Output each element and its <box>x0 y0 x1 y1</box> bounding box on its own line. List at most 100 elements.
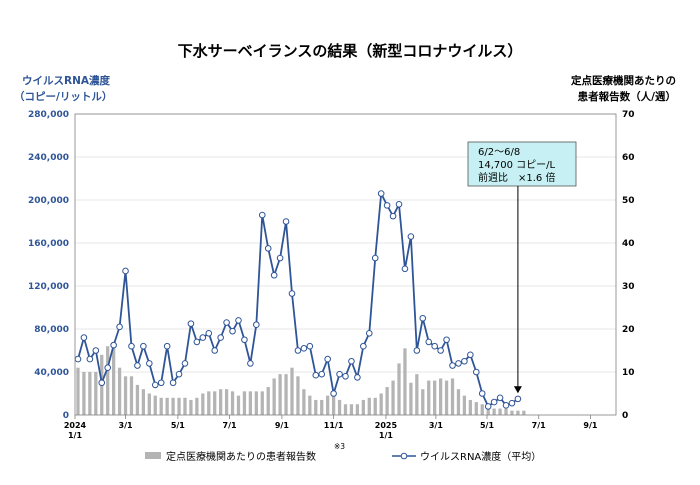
legend-bar-note: ※3 <box>334 442 345 451</box>
data-point <box>443 336 450 344</box>
bar <box>195 397 199 415</box>
data-point <box>86 355 94 363</box>
bar <box>88 372 92 415</box>
bar <box>349 404 354 415</box>
bar <box>165 397 169 415</box>
x-tick-label: 9/1 <box>275 421 289 430</box>
data-point <box>455 360 462 367</box>
x-tick-label: 5/1 <box>171 421 185 430</box>
data-point <box>324 355 331 363</box>
data-point <box>294 347 302 354</box>
bar <box>171 397 175 415</box>
x-tick-sublabel: 1/1 <box>379 431 393 440</box>
data-point <box>205 330 213 337</box>
bar <box>433 380 437 415</box>
bar <box>314 399 318 415</box>
bar <box>522 410 526 415</box>
data-point <box>502 402 510 409</box>
x-tick-sublabel: 1/1 <box>68 431 82 440</box>
data-point <box>342 373 349 380</box>
x-tick-label: 7/1 <box>223 421 237 430</box>
left-tick-label: 80,000 <box>34 325 69 335</box>
data-point <box>258 211 266 219</box>
data-point <box>490 398 498 406</box>
data-point <box>187 320 195 327</box>
data-point <box>348 357 355 365</box>
data-point <box>247 360 254 367</box>
data-point <box>235 317 242 324</box>
data-point <box>128 342 135 350</box>
left-tick-label: 240,000 <box>28 153 69 163</box>
data-point <box>229 327 236 335</box>
left-axis-title-line2: （コピー/リットル） <box>14 90 112 103</box>
bar <box>355 404 360 415</box>
x-tick-label: 3/1 <box>119 421 133 430</box>
bar <box>486 406 490 415</box>
data-point <box>312 371 320 379</box>
data-point <box>336 370 343 378</box>
bar <box>456 389 461 415</box>
right-axis-title-line1: 定点医療機関あたりの <box>570 74 676 87</box>
bar <box>278 374 282 415</box>
data-point <box>461 357 468 365</box>
data-point <box>98 379 106 387</box>
bar <box>516 410 520 415</box>
bar <box>331 395 336 415</box>
bar <box>361 399 365 415</box>
left-tick-label: 280,000 <box>28 110 69 120</box>
bar <box>337 399 342 415</box>
bar <box>153 395 157 415</box>
left-tick-label: 160,000 <box>28 239 69 249</box>
data-point <box>146 360 153 367</box>
bar <box>320 399 324 415</box>
bar <box>415 374 419 415</box>
bar <box>373 397 377 415</box>
right-tick-label: 20 <box>622 325 635 335</box>
bar <box>112 341 116 415</box>
bar <box>224 389 229 415</box>
data-point <box>467 351 474 359</box>
annotation-ratio: 前週比 ×1.6 倍 <box>478 171 555 184</box>
legend-bar-label: 定点医療機関あたりの患者報告数 <box>166 450 316 463</box>
data-point <box>151 381 159 389</box>
plot-frame <box>74 113 617 416</box>
bar <box>230 391 235 415</box>
data-point <box>211 347 219 354</box>
bar <box>308 395 312 415</box>
left-tick-label: 40,000 <box>34 368 69 378</box>
data-point <box>241 336 248 344</box>
bar <box>474 402 478 415</box>
bar <box>444 380 449 415</box>
annotation-arrowhead <box>513 386 522 394</box>
bar <box>242 391 247 415</box>
data-point <box>407 233 415 240</box>
legend: 定点医療機関あたりの患者報告数 ※3 ウイルスRNA濃度（平均） <box>145 442 541 463</box>
bar <box>409 382 413 415</box>
bar <box>147 393 151 415</box>
data-point <box>110 341 117 349</box>
bar <box>117 367 122 415</box>
bar <box>397 363 401 415</box>
right-tick-label: 10 <box>622 368 635 378</box>
bar <box>290 367 294 415</box>
data-point <box>199 334 207 341</box>
bar <box>141 389 146 415</box>
data-point <box>431 342 438 350</box>
left-tick-label: 200,000 <box>28 196 69 206</box>
annotation-box <box>467 141 577 187</box>
right-axis-title-line2: 患者報告数（人/週） <box>578 90 676 103</box>
bar <box>201 393 205 415</box>
data-point <box>496 394 504 402</box>
bar <box>302 389 306 415</box>
data-point <box>360 342 367 350</box>
bar <box>266 387 270 415</box>
bar <box>391 380 395 415</box>
data-point <box>306 342 314 350</box>
data-point <box>330 390 337 397</box>
bar-series <box>76 341 526 415</box>
bar <box>135 384 140 415</box>
data-point <box>134 362 141 369</box>
data-point <box>419 314 427 322</box>
annotation-callout: 6/2～6/8 14,700 コピー/L 前週比 ×1.6 倍 <box>467 141 577 394</box>
chart-title: 下水サーベイランスの結果（新型コロナウイルス） <box>178 42 523 60</box>
